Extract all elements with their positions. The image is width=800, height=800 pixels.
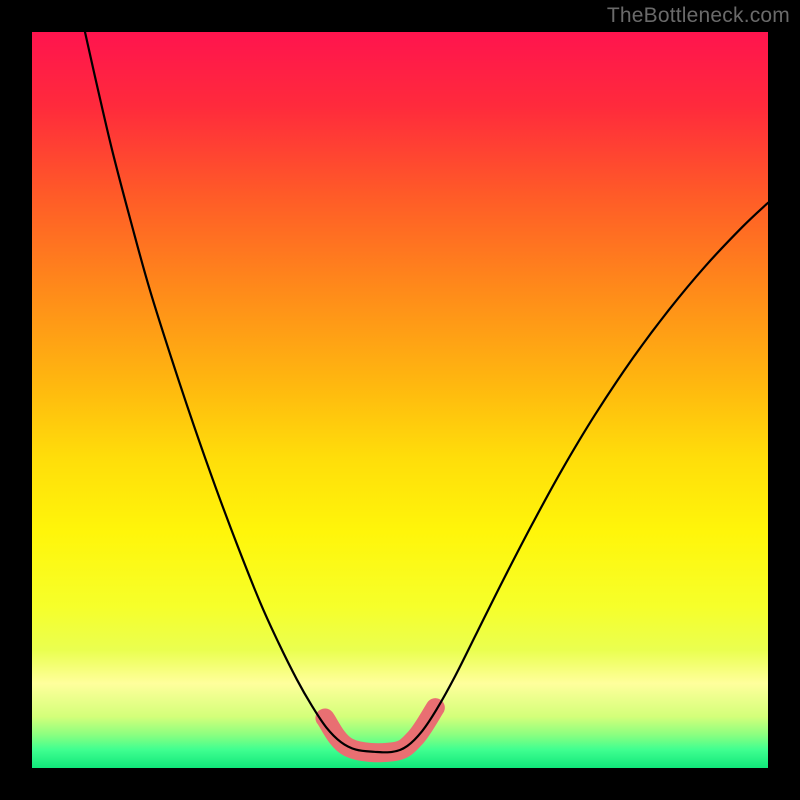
chart-root: TheBottleneck.com xyxy=(0,0,800,800)
chart-svg xyxy=(0,0,800,800)
watermark-text: TheBottleneck.com xyxy=(607,4,790,28)
gradient-background xyxy=(32,32,768,768)
